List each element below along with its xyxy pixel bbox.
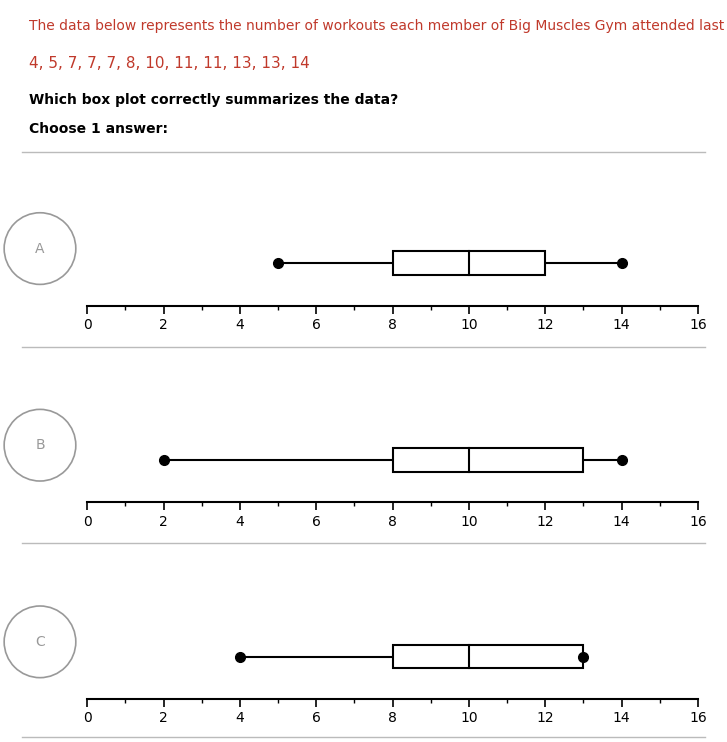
Text: Which box plot correctly summarizes the data?: Which box plot correctly summarizes the … (29, 93, 398, 107)
Text: Choose 1 answer:: Choose 1 answer: (29, 122, 168, 137)
Text: The data below represents the number of workouts each member of Big Muscles Gym : The data below represents the number of … (29, 19, 727, 33)
Text: C: C (35, 635, 45, 649)
Circle shape (4, 410, 76, 481)
Bar (393, 645, 583, 669)
Circle shape (4, 213, 76, 284)
Text: 4, 5, 7, 7, 7, 8, 10, 11, 11, 13, 13, 14: 4, 5, 7, 7, 7, 8, 10, 11, 11, 13, 13, 14 (29, 56, 310, 70)
Bar (393, 252, 545, 275)
Circle shape (4, 606, 76, 677)
Bar (393, 448, 583, 472)
Text: B: B (35, 439, 45, 452)
Text: A: A (35, 242, 45, 255)
